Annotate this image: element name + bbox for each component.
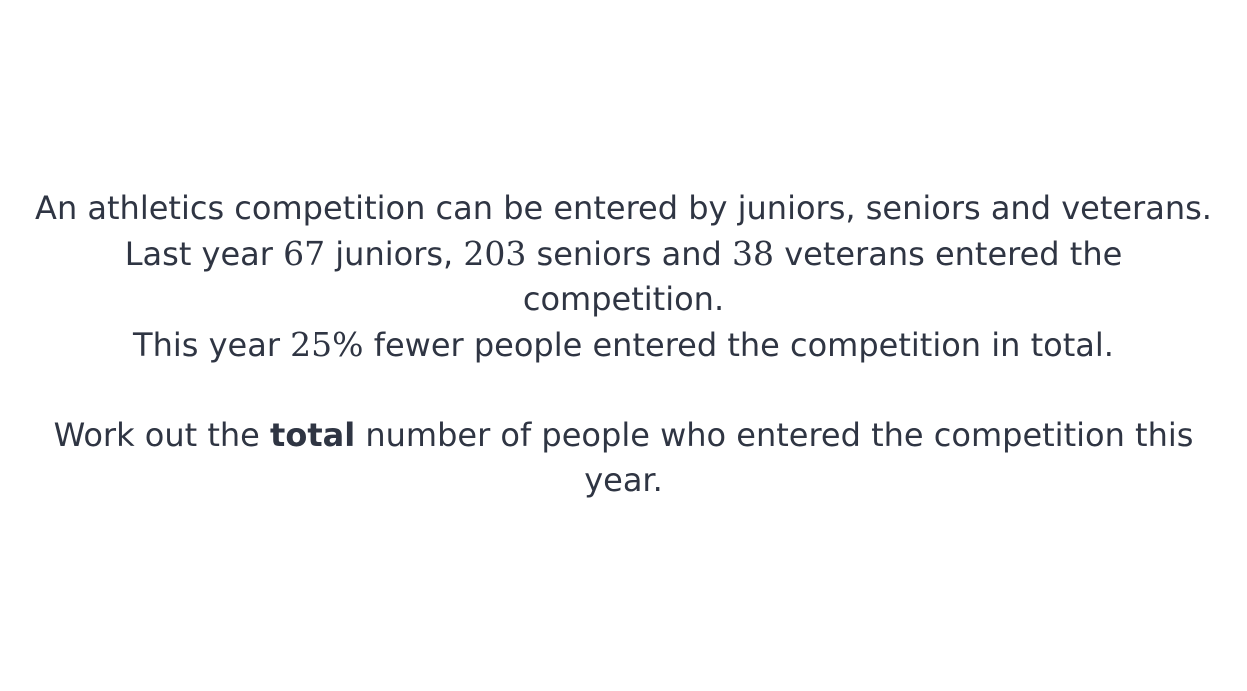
prompt-suffix: number of people who entered the competi… bbox=[355, 415, 1194, 499]
juniors-text: juniors, bbox=[325, 234, 464, 273]
veterans-count: 38 bbox=[732, 233, 775, 273]
question-text: An athletics competition can be entered … bbox=[24, 186, 1224, 503]
veterans-text: veterans entered the competition. bbox=[522, 234, 1123, 318]
seniors-count: 203 bbox=[463, 233, 527, 273]
this-year-prefix: This year bbox=[133, 325, 291, 364]
juniors-count: 67 bbox=[283, 233, 326, 273]
seniors-text: seniors and bbox=[526, 234, 733, 273]
this-year-suffix: fewer people entered the competition in … bbox=[363, 325, 1114, 364]
prompt-emphasis: total bbox=[270, 415, 356, 454]
task-prompt: Work out the total number of people who … bbox=[24, 413, 1224, 503]
paragraph-gap bbox=[24, 368, 1224, 413]
this-year-sentence: This year 25% fewer people entered the c… bbox=[24, 322, 1224, 368]
intro-sentence: An athletics competition can be entered … bbox=[35, 188, 1212, 227]
prompt-prefix: Work out the bbox=[53, 415, 271, 454]
percent-decrease: 25% bbox=[290, 324, 364, 364]
last-year-prefix: Last year bbox=[124, 234, 284, 273]
last-year-sentence: Last year 67 juniors, 203 seniors and 38… bbox=[24, 231, 1224, 322]
